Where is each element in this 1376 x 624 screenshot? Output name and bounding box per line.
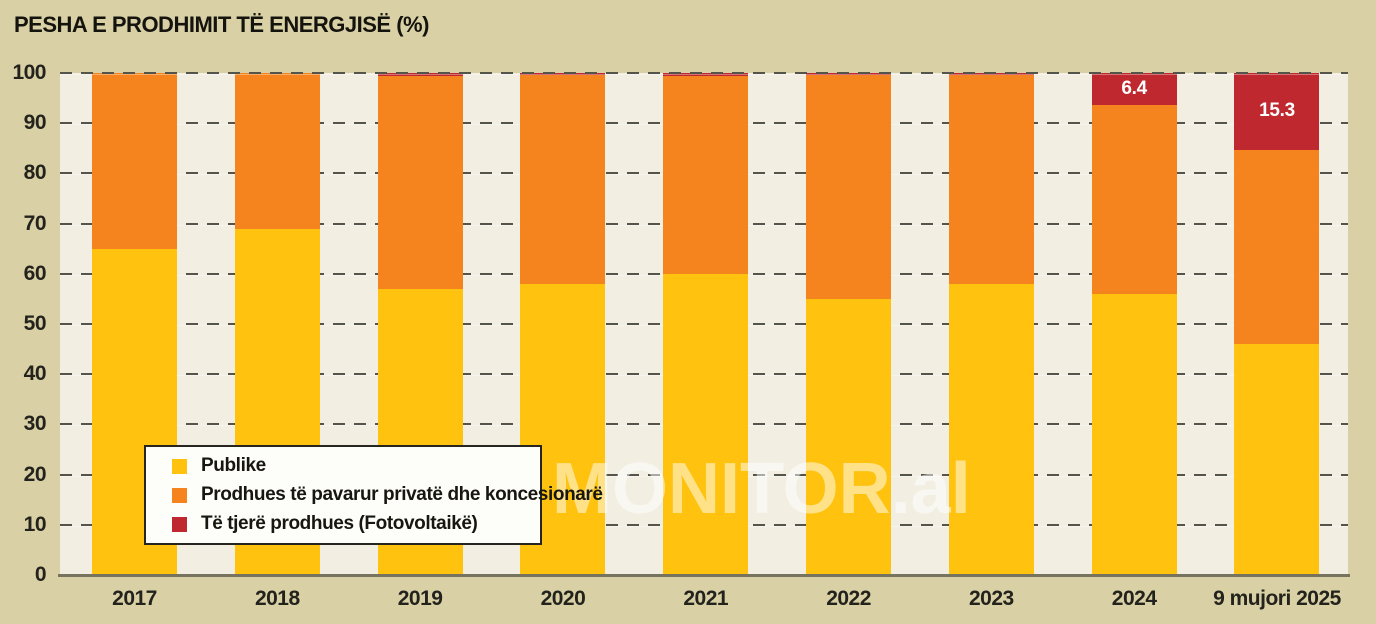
y-tick-label-70: 70 [23,211,47,235]
legend-swatch-private [172,487,187,503]
legend-item-other: Të tjerë prodhues (Fotovoltaikë) [172,513,540,535]
legend: Publike Prodhues të pavarur privatë dhe k… [144,445,603,545]
bar-segment-private-2018 [234,73,320,229]
bar-segment-other-9-mujori-2025: 15.3 [1234,73,1320,150]
x-axis-label-9-mujori-2025: 9 mujori 2025 [1213,587,1341,610]
x-axis-label-2021: 2021 [683,587,729,610]
bar-segment-other-2024: 6.4 [1091,73,1177,106]
bar-segment-publike-2023 [948,283,1034,575]
plot-area: 6.4 15.3 [60,72,1348,575]
bar-segment-publike-9-mujori-2025 [1234,344,1320,575]
chart-title: PESHA E PRODHIMIT TË ENERGJISË (%) [14,12,429,37]
bar-segment-publike-2024 [1091,293,1177,575]
y-tick-label-80: 80 [23,161,47,185]
watermark: MONITOR.al [552,449,971,529]
legend-label-other: Të tjerë prodhues (Fotovoltaikë) [201,513,478,534]
y-tick-label-30: 30 [23,412,47,436]
y-tick-label-0: 0 [34,563,47,586]
legend-item-publike: Publike [172,455,540,477]
legend-item-private: Prodhues të pavarur privatë dhe koncesio… [172,484,603,506]
bar-segment-private-2024 [1091,105,1177,294]
y-tick-label-100: 100 [12,61,46,84]
bar-segment-private-2017 [92,73,177,249]
bar-segment-publike-2022 [806,298,892,575]
x-axis-line [58,574,1350,577]
bar-segment-other-2021 [663,73,749,76]
bar-segment-other-2022 [806,73,892,76]
data-label-9-mujori-2025: 15.3 [1259,100,1295,122]
bar-segment-publike-2021 [663,273,749,575]
bar-segment-private-2021 [663,75,749,274]
legend-label-private: Prodhues të pavarur privatë dhe koncesio… [201,484,603,505]
bar-segment-private-2020 [520,74,606,284]
y-tick-label-50: 50 [23,312,47,335]
legend-label-publike: Publike [201,455,266,476]
x-axis-label-2018: 2018 [254,587,300,610]
x-axis-label-2017: 2017 [112,587,157,610]
y-tick-label-40: 40 [23,362,47,386]
x-axis-label-2023: 2023 [969,587,1014,610]
legend-swatch-other [172,516,187,532]
x-axis-label-2024: 2024 [1111,587,1157,610]
bar-segment-other-2023 [948,73,1034,76]
bar-segment-private-2019 [377,75,463,289]
bar-segment-private-2022 [806,75,892,299]
x-axis-label-2020: 2020 [540,587,586,610]
bar-segment-other-2019 [377,73,463,76]
x-axis-label-2019: 2019 [397,587,443,610]
y-tick-label-20: 20 [23,462,47,486]
y-tick-label-90: 90 [23,111,47,135]
legend-swatch-publike [172,458,187,474]
y-tick-label-60: 60 [23,261,47,285]
x-axis-label-2022: 2022 [826,587,871,610]
bar-segment-private-2023 [948,75,1034,284]
y-tick-label-10: 10 [23,512,47,536]
bar-segment-private-9-mujori-2025 [1234,149,1320,345]
gridline-100 [60,72,1348,74]
data-label-2024: 6.4 [1121,78,1147,100]
